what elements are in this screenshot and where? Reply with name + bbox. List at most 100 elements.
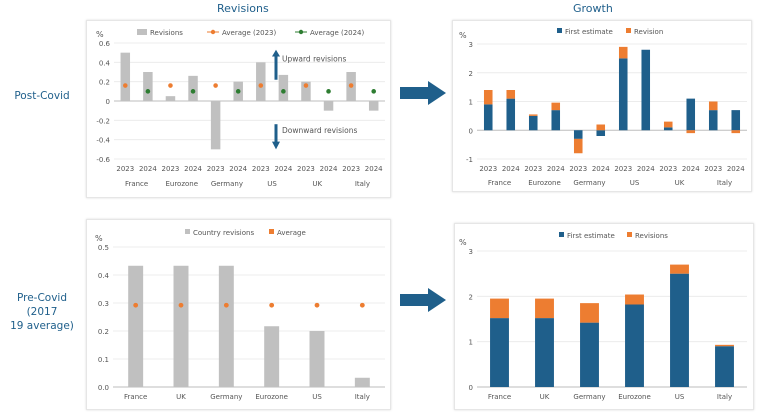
post-growth-ytick-label: 2	[469, 70, 473, 78]
pre-growth-ytick-label: 0	[469, 384, 473, 392]
post-growth-xtick-label: 2024	[727, 165, 745, 173]
post-rev-xtick-label: 2023	[297, 165, 315, 173]
pre-growth-xtick-label: US	[675, 393, 685, 401]
post-rev-ytick-label: -0.4	[96, 137, 110, 145]
post-rev-avg2023-point	[348, 83, 354, 88]
post-rev-bar	[188, 75, 198, 101]
post-growth-group-label: France	[488, 179, 511, 187]
post-rev-bar	[278, 74, 289, 101]
pre-rev-average-point	[314, 302, 320, 308]
post-growth-first-estimate-bar	[731, 110, 741, 131]
post-growth-group-label: US	[630, 179, 640, 187]
post-rev-bar	[323, 101, 334, 111]
post-growth-first-estimate-bar	[663, 127, 673, 131]
post-arrow-shape	[400, 81, 446, 105]
pre-growth-legend-swatch	[627, 232, 632, 237]
post-growth-first-estimate-bar	[528, 115, 538, 131]
post-growth-revision-bar	[573, 138, 583, 154]
post-rev-group-label: Eurozone	[165, 180, 198, 188]
post-growth-first-estimate-bar	[708, 110, 718, 131]
pre-rev-bar	[264, 326, 280, 387]
post-growth-revision-bar	[708, 101, 718, 111]
post-growth-ytick-label: 1	[469, 99, 473, 107]
pre-revisions-chart: 0.5 0.4 0.3 0.2 0.1 0.0% France UK Germany Eurozo…	[95, 229, 385, 401]
pre-rev-bar	[218, 265, 234, 387]
post-growth-xtick-label: 2023	[614, 165, 632, 173]
post-rev-avg2023-point	[303, 83, 309, 88]
post-growth-group-label: Italy	[717, 179, 732, 187]
post-growth-xtick-label: 2023	[569, 165, 587, 173]
pre-growth-first-estimate-bar	[535, 318, 554, 387]
downward-revisions-annotation: Downward revisions	[282, 126, 357, 135]
pre-rev-bar	[173, 265, 189, 387]
post-growth-first-estimate-bar	[573, 130, 583, 139]
post-arrow-icon	[400, 81, 446, 105]
post-rev-ytick-label: 0.6	[99, 40, 111, 48]
post-growth-revision-bar	[528, 114, 538, 116]
post-growth-group-label: UK	[675, 179, 685, 187]
post-growth-first-estimate-bar	[686, 98, 696, 131]
pre-rev-ytick-label: 0.3	[98, 300, 109, 308]
post-rev-avg2024-point	[145, 89, 151, 94]
pre-growth-revision-bar	[715, 344, 734, 347]
pre-rev-xtick-label: UK	[176, 393, 186, 401]
pre-growth-panel: 3 2 1 0% France UK Germany Eurozone US Italy First…	[454, 223, 754, 410]
pre-growth-first-estimate-bar	[580, 322, 599, 387]
pre-rev-average-point	[359, 302, 365, 308]
pre-growth-ytick-label: 2	[469, 293, 473, 301]
post-growth-revision-bar	[483, 90, 493, 105]
post-rev-bar	[301, 81, 311, 101]
pre-growth-ytick-label: 1	[469, 339, 473, 347]
post-growth-ytick-label: 0	[469, 127, 473, 135]
post-rev-ylabel: %	[96, 30, 104, 39]
pre-rev-average-point	[178, 302, 184, 308]
post-rev-group-label: Germany	[211, 180, 243, 188]
post-rev-xtick-label: 2024	[184, 165, 202, 173]
post-rev-bar	[143, 72, 153, 101]
post-growth-legend-label: First estimate	[565, 28, 613, 36]
post-growth-xtick-label: 2024	[547, 165, 565, 173]
post-rev-group-label: Italy	[355, 180, 370, 188]
post-rev-legend-dot	[298, 29, 304, 35]
post-growth-revision-bar	[551, 102, 561, 111]
pre-growth-revision-bar	[580, 303, 599, 323]
post-growth-ytick-label: 3	[469, 41, 473, 49]
pre-growth-revision-bar	[625, 294, 644, 305]
pre-rev-bar	[309, 331, 325, 387]
post-growth-revision-bar	[686, 130, 696, 134]
pre-rev-xtick-label: Italy	[355, 393, 370, 401]
post-rev-xtick-label: 2023	[207, 165, 225, 173]
post-rev-bar	[210, 101, 221, 150]
pre-growth-ytick-label: 3	[469, 248, 473, 256]
post-rev-bar	[165, 96, 176, 101]
pre-growth-legend-swatch	[559, 232, 564, 237]
post-rev-bar	[120, 52, 131, 101]
pre-growth-legend-label: Revisions	[635, 232, 668, 240]
post-growth-ytick-label: -1	[466, 156, 473, 164]
pre-rev-legend-swatch	[269, 229, 274, 234]
pre-growth-xtick-label: Germany	[573, 393, 605, 401]
post-growth-xtick-label: 2023	[479, 165, 497, 173]
post-growth-ylabel: %	[459, 31, 467, 40]
pre-covid-label: Pre-Covid (2017 19 average)	[0, 291, 84, 333]
post-growth-xtick-label: 2024	[592, 165, 610, 173]
pre-growth-first-estimate-bar	[715, 346, 734, 387]
post-rev-xtick-label: 2024	[274, 165, 292, 173]
post-growth-legend-swatch	[626, 28, 631, 33]
pre-arrow-icon	[400, 288, 446, 312]
post-rev-xtick-label: 2024	[365, 165, 383, 173]
post-growth-legend-swatch	[557, 28, 562, 33]
post-growth-group-label: Germany	[573, 179, 605, 187]
upward-revisions-annotation: Upward revisions	[282, 54, 346, 63]
pre-rev-bar	[128, 265, 144, 387]
post-growth-revision-bar	[596, 124, 606, 131]
pre-growth-xtick-label: Eurozone	[618, 393, 651, 401]
pre-growth-chart: 3 2 1 0% France UK Germany Eurozone US Italy First…	[459, 232, 747, 401]
post-growth-xtick-label: 2023	[704, 165, 722, 173]
pre-rev-legend-label: Average	[277, 229, 306, 237]
post-growth-revision-bar	[731, 130, 741, 134]
post-rev-legend-label: Average (2024)	[310, 29, 365, 37]
pre-rev-average-point	[223, 302, 229, 308]
post-growth-first-estimate-bar	[506, 98, 516, 131]
post-rev-avg2023-point	[213, 83, 218, 88]
